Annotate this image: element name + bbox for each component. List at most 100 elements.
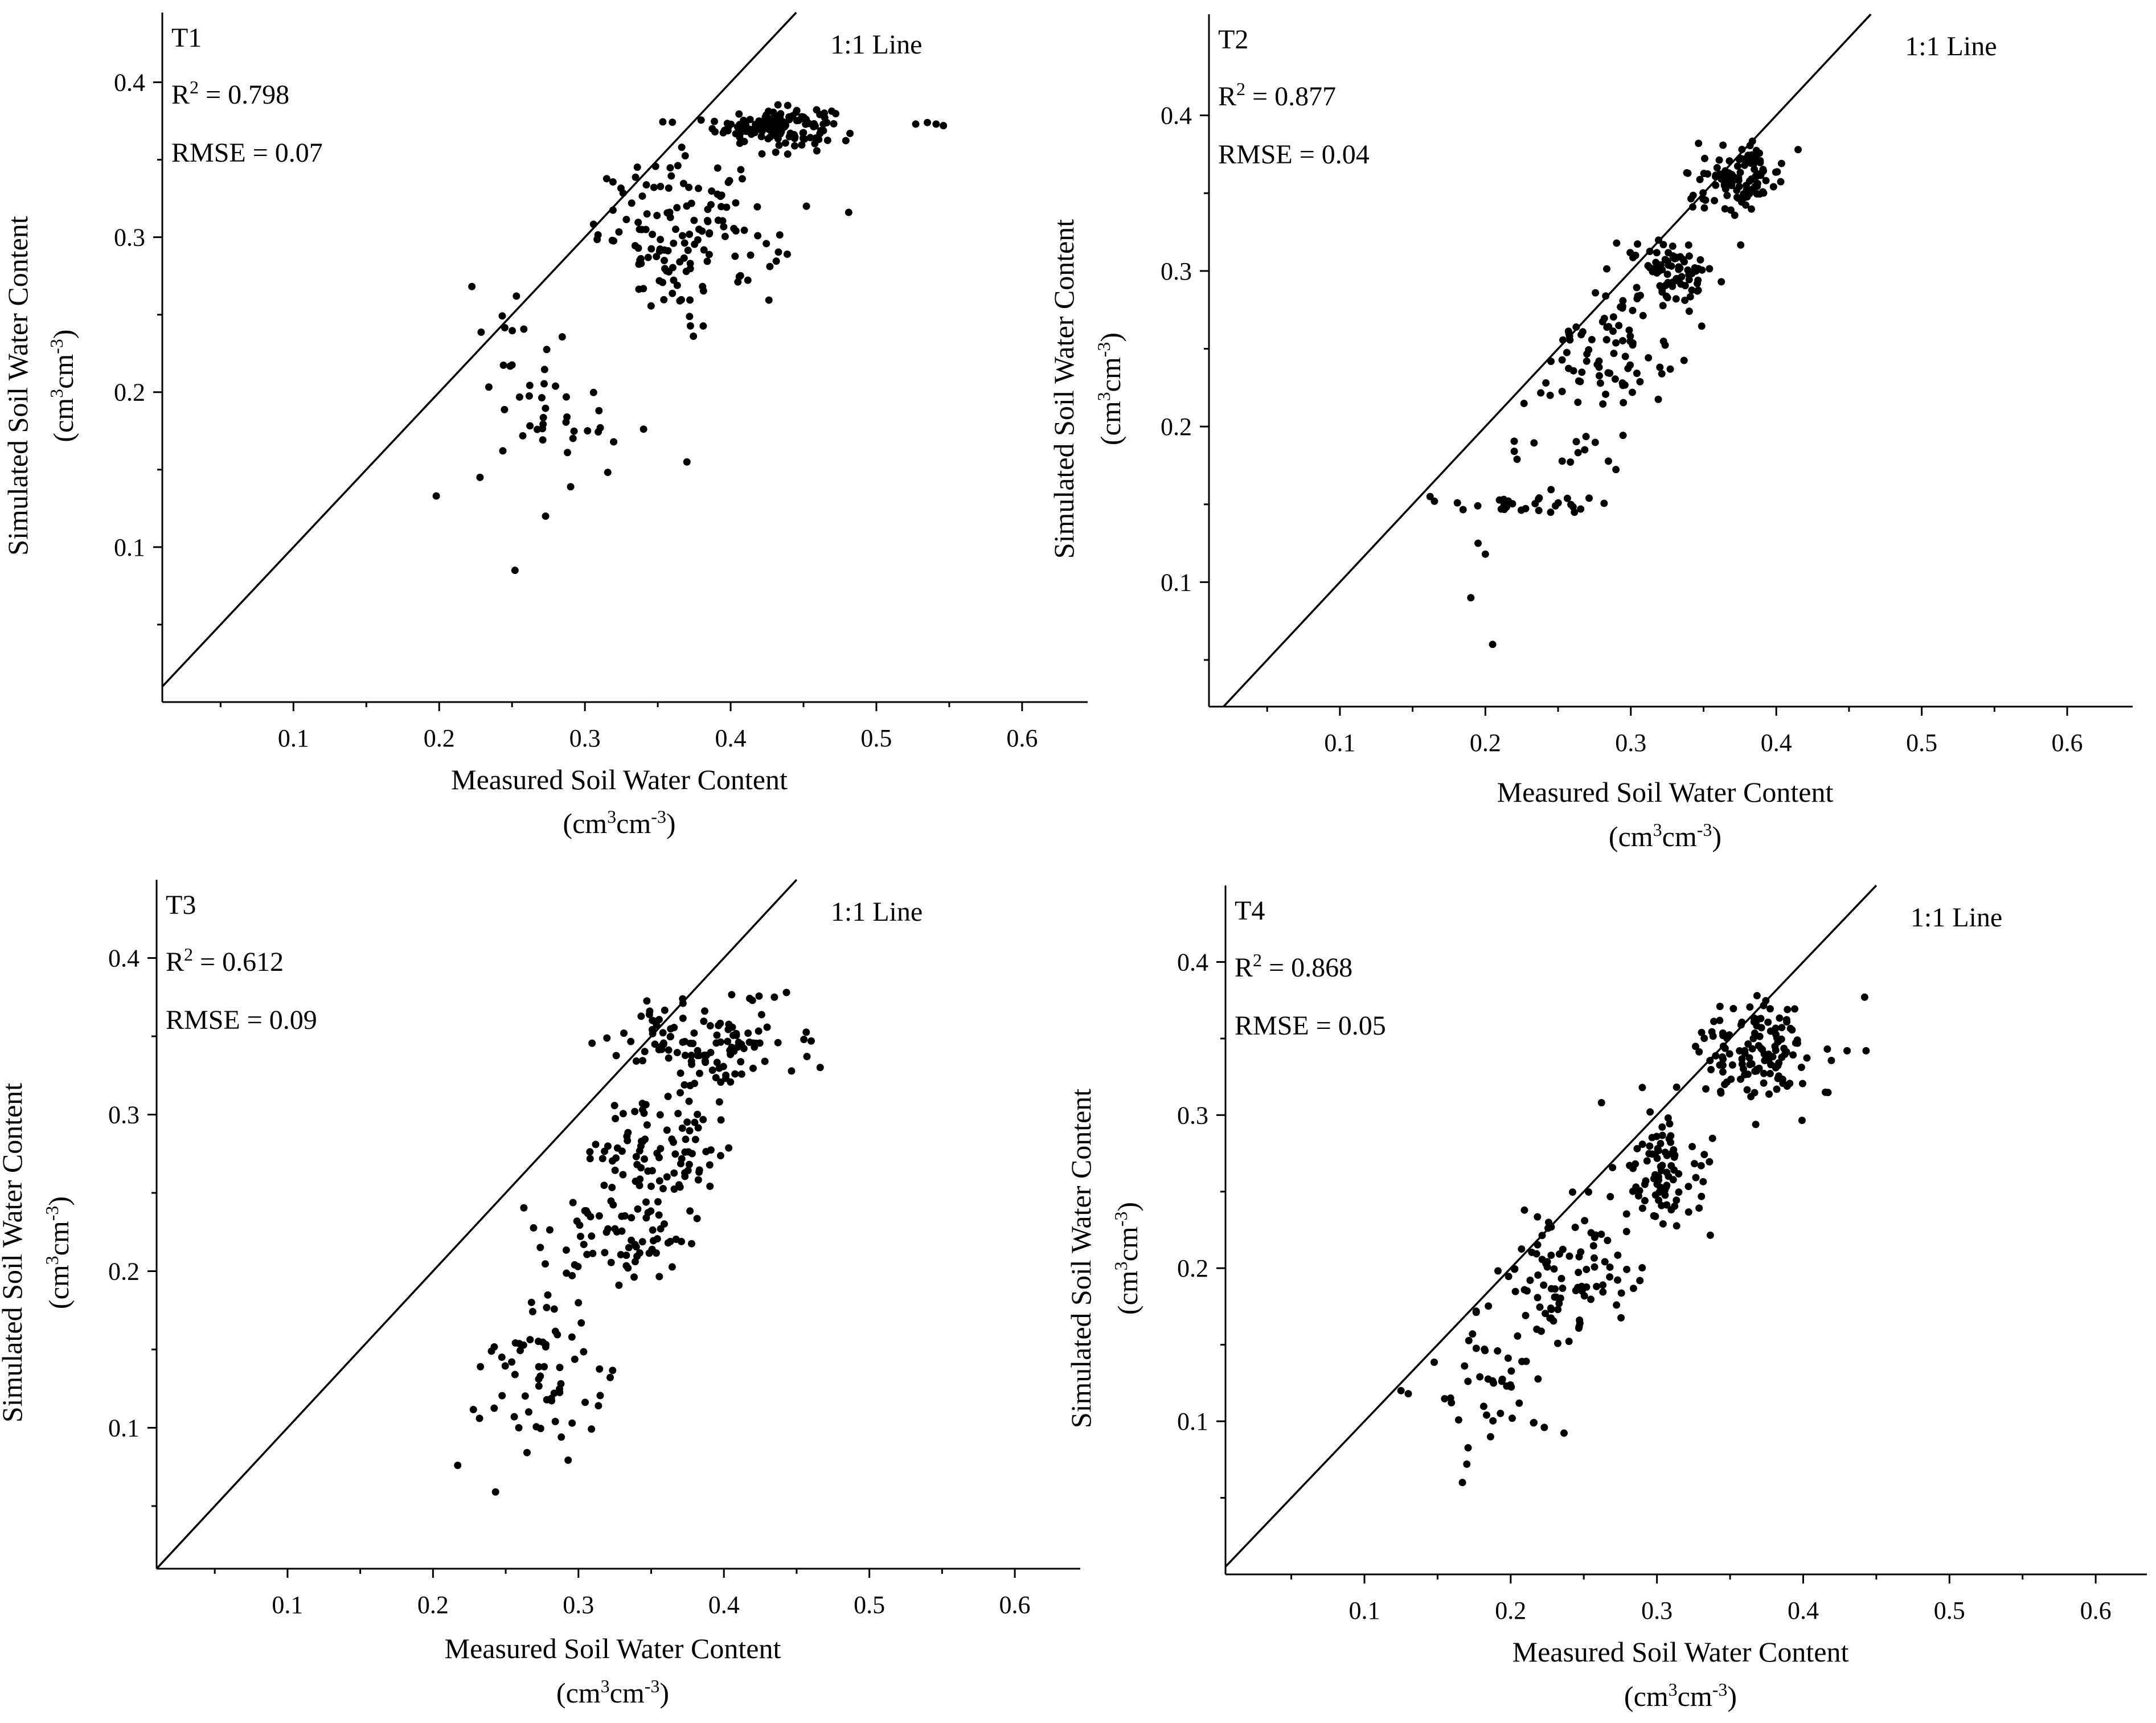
data-point	[1514, 1332, 1522, 1340]
data-point	[569, 1199, 577, 1207]
data-point	[634, 1205, 642, 1213]
data-point	[1702, 196, 1710, 204]
data-point	[1777, 159, 1785, 167]
data-point	[637, 1164, 645, 1172]
data-point	[1677, 280, 1685, 288]
data-point	[1623, 1265, 1631, 1273]
data-point	[1723, 191, 1731, 199]
data-point	[556, 1389, 564, 1397]
data-point	[676, 1089, 684, 1097]
data-point	[642, 225, 650, 233]
data-point	[643, 1121, 651, 1129]
data-point	[679, 1038, 687, 1046]
data-point	[1568, 1188, 1576, 1196]
data-point	[774, 114, 782, 122]
x-tick-label: 0.4	[715, 724, 747, 752]
data-point	[1658, 1131, 1666, 1139]
data-point	[803, 1052, 811, 1060]
data-point	[1474, 502, 1482, 510]
data-point	[717, 1078, 725, 1086]
data-point	[795, 116, 803, 124]
data-point	[659, 1029, 667, 1037]
data-point	[1461, 1362, 1469, 1370]
data-point	[1733, 186, 1741, 194]
data-point	[707, 1048, 715, 1056]
data-point	[543, 346, 551, 354]
data-point	[580, 1348, 588, 1356]
data-point	[676, 258, 684, 266]
x-tick-label: 0.2	[424, 724, 455, 752]
data-point	[1587, 1229, 1595, 1237]
data-point	[562, 393, 570, 401]
data-point	[1459, 506, 1467, 514]
data-point	[581, 1398, 589, 1406]
data-point	[1765, 1090, 1773, 1098]
data-point	[1454, 1416, 1462, 1424]
data-point	[642, 181, 650, 189]
data-point	[766, 262, 774, 270]
data-point	[499, 447, 507, 455]
data-point	[690, 1029, 698, 1037]
data-point	[640, 425, 647, 433]
data-point	[1748, 151, 1756, 159]
data-point	[1547, 486, 1555, 494]
data-point	[700, 246, 708, 254]
data-point	[1632, 1160, 1639, 1168]
data-point	[627, 1037, 635, 1045]
data-point	[1619, 337, 1627, 344]
data-point	[649, 1016, 657, 1024]
data-point	[1467, 594, 1475, 602]
data-point	[1611, 375, 1619, 383]
data-point	[1757, 1015, 1765, 1023]
data-point	[1547, 508, 1555, 516]
data-point	[1518, 1245, 1526, 1253]
data-point	[1572, 438, 1580, 446]
data-point	[1614, 1276, 1622, 1284]
data-point	[515, 393, 523, 401]
data-point	[765, 296, 773, 304]
data-point	[1655, 236, 1663, 244]
data-point	[1721, 205, 1729, 213]
data-point	[1575, 1324, 1583, 1332]
data-point	[526, 1336, 534, 1344]
data-point	[798, 141, 806, 149]
data-point	[1606, 370, 1614, 378]
data-point	[520, 1204, 528, 1212]
data-point	[1641, 1180, 1649, 1188]
data-point	[1695, 140, 1703, 147]
data-point	[1604, 457, 1612, 465]
data-point	[1759, 188, 1767, 196]
data-point	[558, 1433, 565, 1441]
data-point	[1520, 1206, 1528, 1214]
data-point	[643, 997, 651, 1005]
data-point	[1550, 1317, 1557, 1325]
data-point	[1791, 1005, 1799, 1013]
data-point	[716, 192, 724, 200]
y-tick-label: 0.2	[1161, 413, 1192, 441]
data-point	[1510, 448, 1518, 456]
data-point	[1798, 1080, 1806, 1088]
data-point	[604, 469, 612, 477]
data-point	[1675, 1188, 1683, 1196]
data-point	[741, 118, 749, 126]
data-point	[1577, 1248, 1585, 1256]
data-point	[1617, 1289, 1625, 1297]
data-point	[731, 1070, 739, 1078]
data-point	[697, 116, 705, 124]
data-point	[609, 178, 617, 186]
data-point	[724, 1037, 732, 1045]
data-point	[1723, 1034, 1731, 1042]
data-point	[706, 1161, 714, 1169]
data-point	[670, 239, 678, 247]
data-point	[636, 1175, 644, 1183]
data-point	[541, 1260, 549, 1268]
data-point	[603, 1034, 611, 1042]
data-point	[652, 1249, 660, 1257]
data-point	[1534, 1375, 1542, 1383]
data-point	[584, 427, 592, 435]
data-point	[774, 101, 782, 109]
data-point	[666, 1033, 674, 1041]
data-point	[716, 1152, 724, 1160]
data-point	[636, 1249, 643, 1257]
data-point	[1676, 264, 1684, 272]
